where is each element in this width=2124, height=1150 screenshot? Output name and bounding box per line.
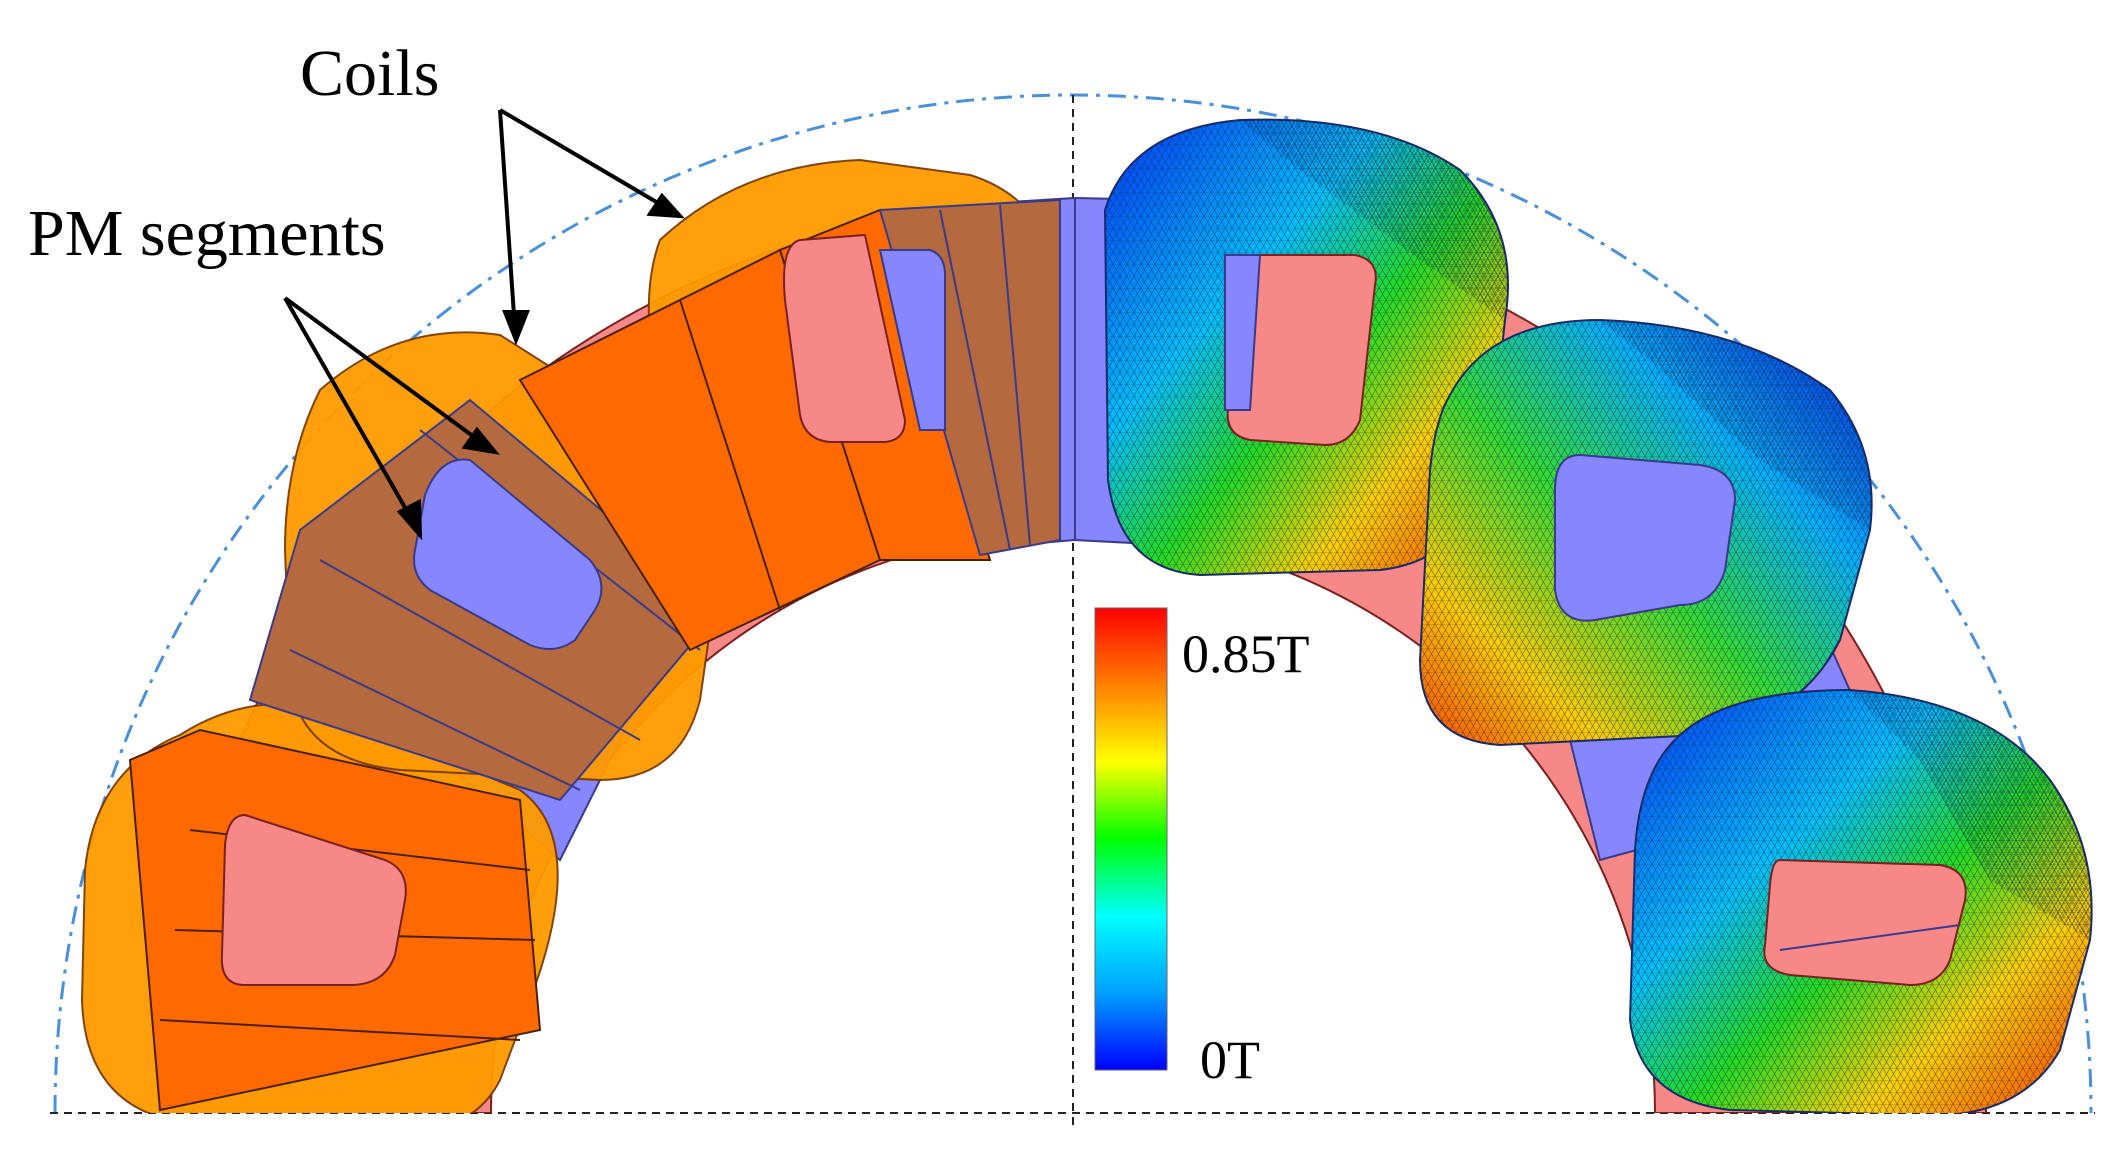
slot-window-upper-left — [783, 233, 907, 443]
pm-segments-label: PM segments — [28, 197, 386, 270]
flux-region-right-bottom — [1628, 688, 2093, 1113]
colorbar-min-label: 0T — [1200, 1030, 1260, 1090]
slot-window-left-middle — [413, 458, 603, 650]
flux-region-top-right — [1103, 118, 1509, 577]
annotation-arrows — [283, 108, 685, 541]
coils-label: Coils — [300, 37, 439, 110]
colorbar: 0.85T 0T — [1094, 607, 1310, 1090]
slot-window-left-bottom — [220, 813, 407, 986]
flux-region-right-middle — [1418, 318, 1873, 747]
colorbar-max-label: 0.85T — [1182, 624, 1310, 684]
slot-window-top — [878, 249, 946, 431]
colorbar-ramp — [1094, 607, 1168, 1071]
